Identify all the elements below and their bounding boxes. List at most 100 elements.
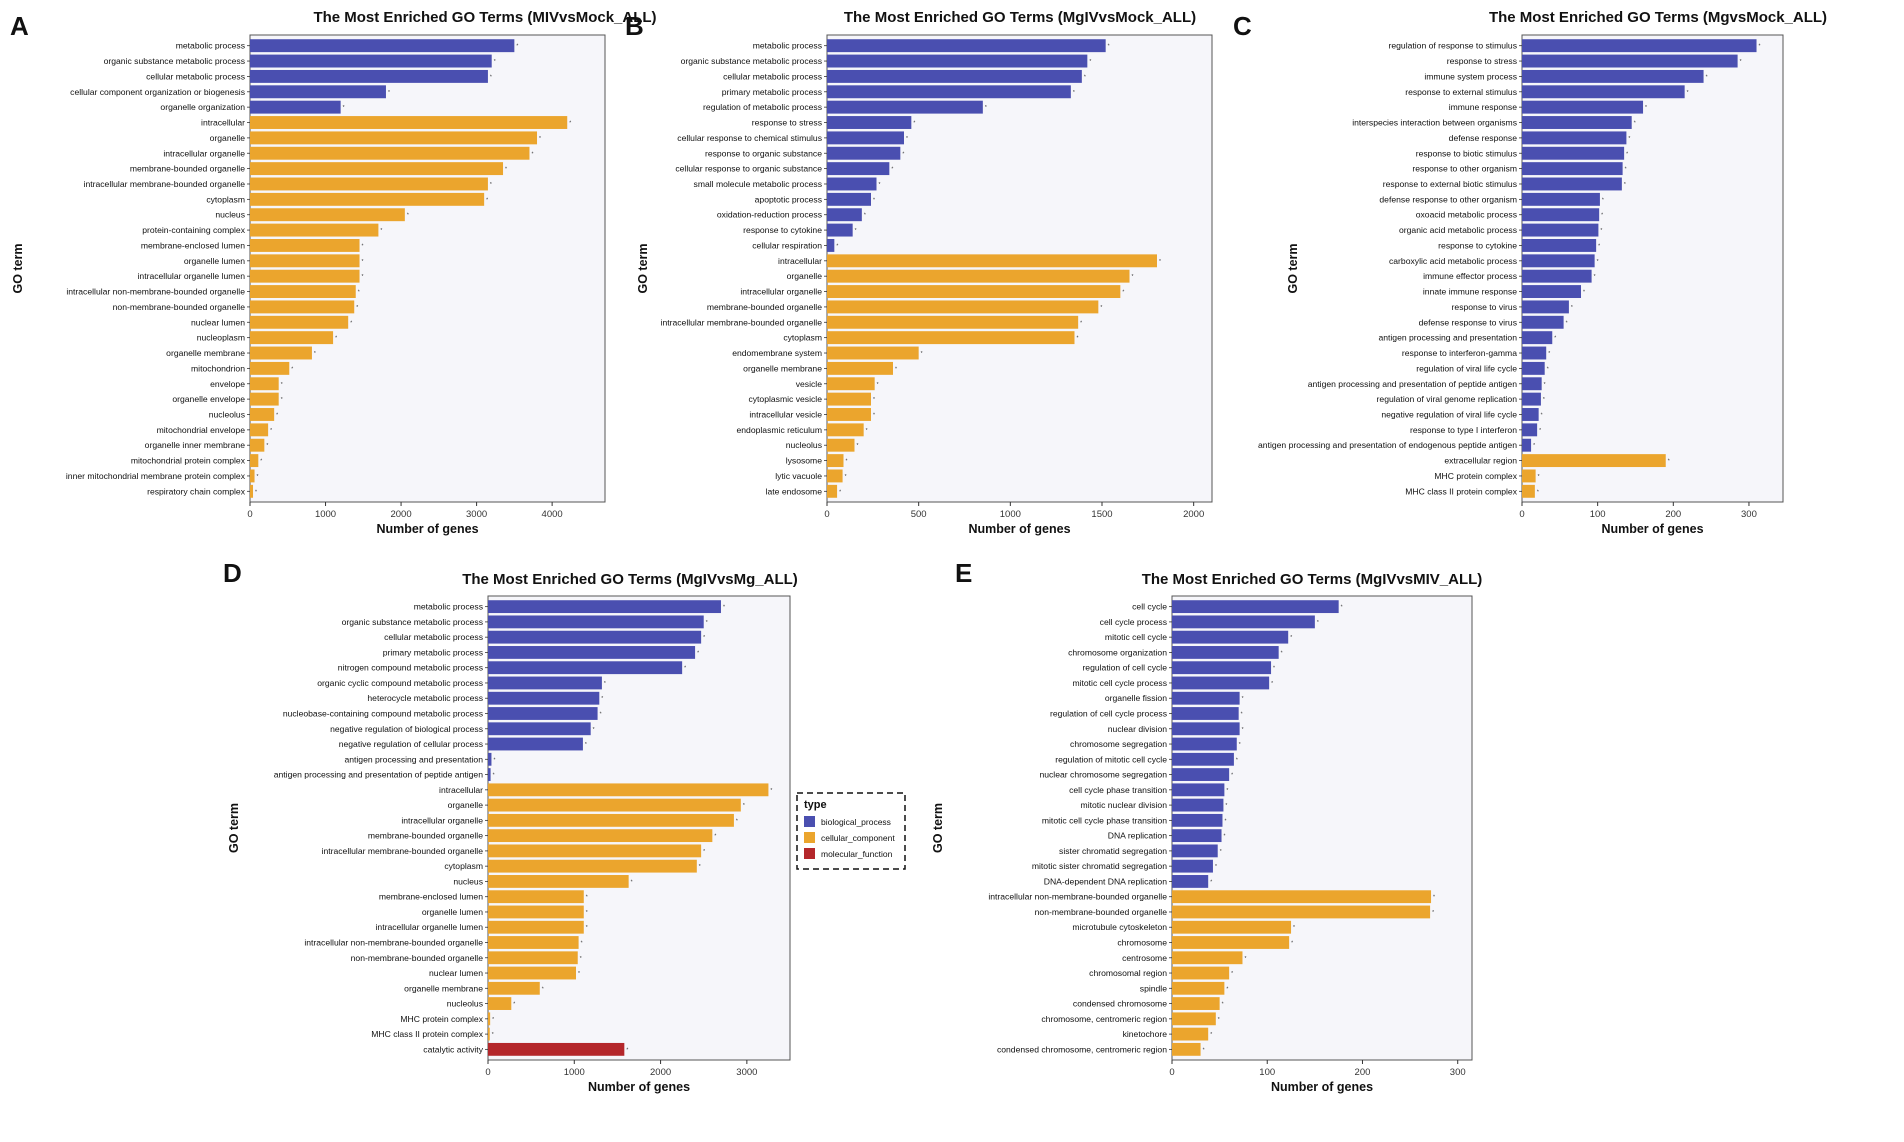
bar-biological-process <box>1522 192 1600 206</box>
category-label: cytoplasm <box>783 333 822 343</box>
bar-biological-process <box>1522 100 1644 114</box>
category-label: negative regulation of biological proces… <box>330 724 483 734</box>
bar-biological-process <box>488 691 600 705</box>
bar-end-marker: * <box>985 105 987 111</box>
x-tick-label: 2000 <box>650 1067 671 1078</box>
bar-cellular-component <box>250 346 312 360</box>
bar-end-marker: * <box>891 167 893 173</box>
category-label: lytic vacuole <box>775 471 822 481</box>
bar-biological-process <box>1172 783 1225 797</box>
category-label: intracellular <box>439 785 483 795</box>
category-label: regulation of response to stimulus <box>1389 41 1518 51</box>
bar-cellular-component <box>250 331 334 345</box>
bar-cellular-component <box>250 484 254 498</box>
category-label: negative regulation of viral life cycle <box>1381 409 1517 419</box>
category-label: nucleolus <box>209 409 245 419</box>
category-label: nuclear chromosome segregation <box>1039 770 1167 780</box>
category-label: intracellular organelle <box>163 148 245 158</box>
bar-biological-process <box>488 676 602 690</box>
bar-end-marker: * <box>703 849 705 855</box>
bar-end-marker: * <box>600 712 602 718</box>
bar-end-marker: * <box>697 650 699 656</box>
bar-end-marker: * <box>604 681 606 687</box>
bar-end-marker: * <box>626 1047 628 1053</box>
bar-end-marker: * <box>1645 105 1647 111</box>
bar-end-marker: * <box>770 788 772 794</box>
bar-end-marker: * <box>1759 44 1761 50</box>
category-label: non-membrane-bounded organelle <box>113 302 246 312</box>
legend-swatch <box>804 848 815 859</box>
bar-biological-process <box>827 69 1082 83</box>
bar-end-marker: * <box>335 336 337 342</box>
category-label: organelle inner membrane <box>145 440 246 450</box>
category-label: regulation of cell cycle process <box>1050 709 1167 719</box>
bar-biological-process <box>1522 423 1538 437</box>
category-label: mitochondrion <box>191 363 245 373</box>
bar-cellular-component <box>1172 981 1225 995</box>
category-label: intracellular organelle lumen <box>138 271 246 281</box>
category-label: chromosome, centromeric region <box>1041 1014 1167 1024</box>
bar-end-marker: * <box>743 803 745 809</box>
category-label: intracellular non-membrane-bounded organ… <box>304 938 483 948</box>
bar-end-marker: * <box>1159 259 1161 265</box>
bar-end-marker: * <box>486 197 488 203</box>
category-label: cellular component organization or bioge… <box>70 87 245 97</box>
bar-end-marker: * <box>407 213 409 219</box>
category-label: organelle lumen <box>184 256 245 266</box>
bar-end-marker: * <box>1242 727 1244 733</box>
bar-cellular-component <box>827 315 1079 329</box>
bar-biological-process <box>1172 844 1218 858</box>
bar-cellular-component <box>827 423 864 437</box>
bar-end-marker: * <box>494 59 496 65</box>
bar-end-marker: * <box>1601 213 1603 219</box>
bar-cellular-component <box>1172 1012 1216 1026</box>
category-label: membrane-enclosed lumen <box>379 892 483 902</box>
bar-cellular-component <box>488 844 702 858</box>
bar-end-marker: * <box>1634 121 1636 127</box>
bar-biological-process <box>1522 285 1582 299</box>
category-label: small molecule metabolic process <box>694 179 822 189</box>
category-label: nuclear lumen <box>191 317 245 327</box>
bar-biological-process <box>250 54 492 68</box>
bar-end-marker: * <box>343 105 345 111</box>
bar-end-marker: * <box>542 986 544 992</box>
category-label: chromosome segregation <box>1070 739 1167 749</box>
bar-end-marker: * <box>585 742 587 748</box>
bar-cellular-component <box>1172 936 1290 949</box>
bar-biological-process <box>1172 768 1230 781</box>
category-label: organelle envelope <box>172 394 245 404</box>
bar-end-marker: * <box>492 1017 494 1023</box>
bar-biological-process <box>250 85 386 99</box>
bar-end-marker: * <box>276 412 278 418</box>
bar-end-marker: * <box>723 605 725 611</box>
bar-cellular-component <box>250 254 360 268</box>
chart-title: The Most Enriched GO Terms (MIVvsMock_AL… <box>313 9 656 26</box>
bar-biological-process <box>1522 346 1547 360</box>
bar-end-marker: * <box>580 956 582 962</box>
bar-cellular-component <box>250 208 405 222</box>
category-label: organelle organization <box>160 102 245 112</box>
category-label: nucleus <box>453 876 483 886</box>
bar-end-marker: * <box>873 412 875 418</box>
category-label: cellular metabolic process <box>723 71 822 81</box>
category-label: chromosome organization <box>1068 647 1167 657</box>
category-label: oxoacid metabolic process <box>1416 210 1517 220</box>
category-label: regulation of mitotic cell cycle <box>1055 754 1167 764</box>
bar-end-marker: * <box>1132 274 1134 280</box>
bar-biological-process <box>1522 69 1704 83</box>
x-tick-label: 0 <box>247 509 252 520</box>
bar-end-marker: * <box>356 305 358 311</box>
chart-title: The Most Enriched GO Terms (MgIVvsMg_ALL… <box>462 571 798 588</box>
bar-cellular-component <box>250 146 530 160</box>
bar-end-marker: * <box>1571 305 1573 311</box>
bar-cellular-component <box>250 423 269 437</box>
category-label: cytoplasmic vesicle <box>748 394 822 404</box>
bar-cellular-component <box>488 1012 491 1026</box>
category-label: defense response to other organism <box>1379 194 1517 204</box>
category-label: respiratory chain complex <box>147 486 246 496</box>
bar-cellular-component <box>827 300 1099 314</box>
category-label: response to external stimulus <box>1405 87 1517 97</box>
bar-cellular-component <box>1522 469 1536 483</box>
chart-title: The Most Enriched GO Terms (MgIVvsMIV_AL… <box>1142 571 1483 588</box>
category-label: organic substance metabolic process <box>681 56 822 66</box>
